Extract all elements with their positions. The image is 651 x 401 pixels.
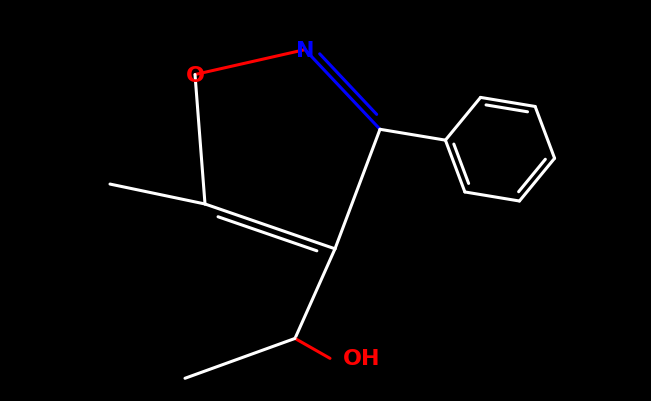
Text: O: O	[186, 65, 204, 85]
Text: OH: OH	[343, 348, 381, 369]
Text: N: N	[296, 41, 314, 61]
